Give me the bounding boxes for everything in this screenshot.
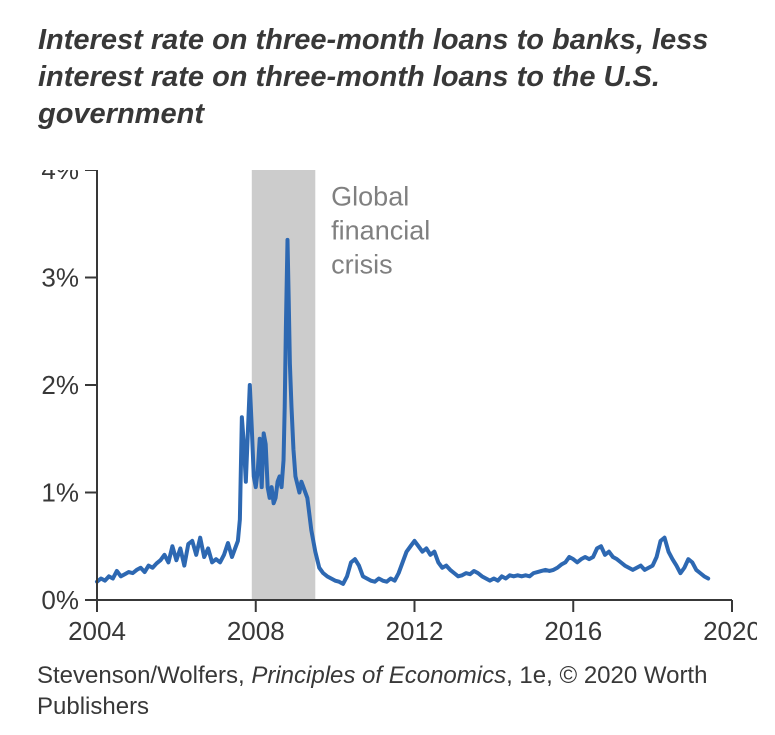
attribution-text: Stevenson/Wolfers, Principles of Economi… bbox=[37, 660, 747, 722]
attribution-prefix: Stevenson/Wolfers, bbox=[37, 662, 251, 689]
y-tick-label: 2% bbox=[41, 370, 79, 400]
chart-title: Interest rate on three-month loans to ba… bbox=[38, 22, 738, 133]
y-tick-label: 3% bbox=[41, 263, 79, 293]
chart-svg: Global financial crisis 0% 1% 2% 3% 4% 2004 2008 2… bbox=[37, 170, 757, 640]
x-tick-label: 2012 bbox=[386, 616, 444, 640]
crisis-label-line: financial bbox=[331, 216, 430, 246]
x-tick-label: 2008 bbox=[227, 616, 285, 640]
crisis-label-line: Global bbox=[331, 182, 409, 212]
attribution-italic: Principles of Economics bbox=[251, 662, 506, 689]
x-tick-label: 2016 bbox=[544, 616, 602, 640]
data-series-line bbox=[97, 240, 708, 584]
x-tick-label: 2004 bbox=[68, 616, 126, 640]
x-tick-label: 2020 bbox=[703, 616, 757, 640]
y-tick-label: 4% bbox=[41, 170, 79, 185]
y-tick-label: 0% bbox=[41, 585, 79, 615]
crisis-label-line: crisis bbox=[331, 250, 393, 280]
y-tick-label: 1% bbox=[41, 478, 79, 508]
chart-container: Interest rate on three-month loans to ba… bbox=[0, 0, 775, 735]
